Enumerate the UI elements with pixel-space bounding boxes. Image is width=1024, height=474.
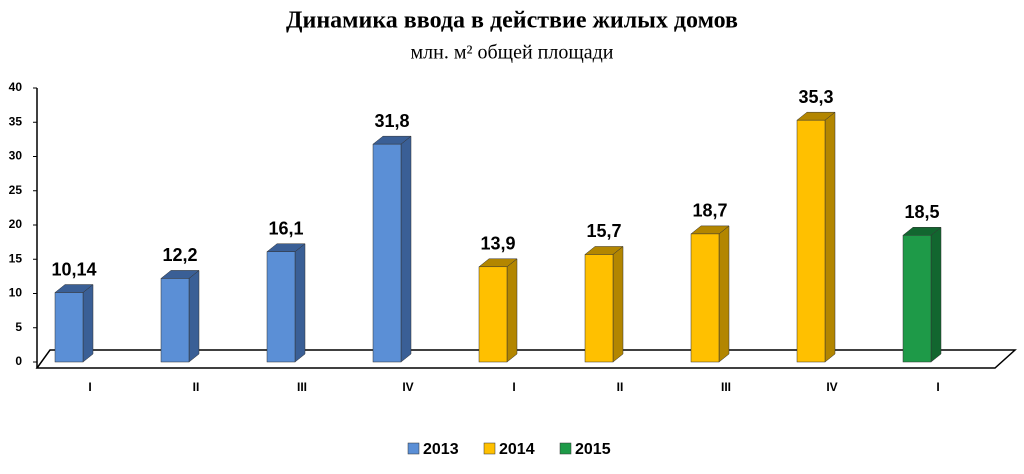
bar-side [612,245,624,363]
y-tick-label: 15 [9,251,23,265]
x-tick-label: I [512,380,515,394]
bar [796,119,826,363]
x-tick-label: IV [402,380,413,394]
x-tick-label: IV [826,380,837,394]
bar-side [400,135,412,363]
x-tick-label: III [297,380,307,394]
bar [266,251,296,363]
y-tick-label: 0 [15,354,22,368]
y-tick-label: 25 [9,183,23,197]
x-tick-label: III [721,380,731,394]
chart-subtitle: млн. м² общей площади [411,42,614,64]
x-tick-label: I [88,380,91,394]
bar [902,235,932,363]
value-label: 35,3 [798,87,833,107]
bar-side [294,243,306,363]
value-label: 10,14 [51,259,96,279]
bar [372,143,402,363]
legend-label: 2015 [575,441,611,458]
bar [478,266,508,363]
bar-side [188,269,200,363]
y-tick-label: 35 [9,114,23,128]
legend-swatch [559,442,572,455]
value-label: 15,7 [586,221,621,241]
bar-side [718,225,730,363]
value-label: 16,1 [268,218,303,238]
bar-side [82,284,94,363]
legend-label: 2013 [423,441,459,458]
y-tick-label: 5 [15,320,22,334]
bar [584,254,614,363]
x-tick-label: II [617,380,624,394]
legend-swatch [407,442,420,455]
value-label: 12,2 [162,245,197,265]
bar-side [824,111,836,363]
bar-side [930,226,942,363]
bar [690,233,720,363]
chart-title: Динамика ввода в действие жилых домов [286,8,738,34]
x-tick-label: I [936,380,939,394]
x-tick-label: II [193,380,200,394]
legend-swatch [483,442,496,455]
value-label: 31,8 [374,111,409,131]
bar [160,278,190,363]
y-tick-label: 20 [9,217,23,231]
value-label: 18,5 [904,202,939,222]
bar [54,292,84,363]
legend-label: 2014 [499,441,535,458]
y-tick-label: 30 [9,149,23,163]
y-tick-label: 10 [9,286,23,300]
value-label: 18,7 [692,201,727,221]
value-label: 13,9 [480,234,515,254]
bar-side [506,258,518,363]
y-tick-label: 40 [9,80,23,94]
